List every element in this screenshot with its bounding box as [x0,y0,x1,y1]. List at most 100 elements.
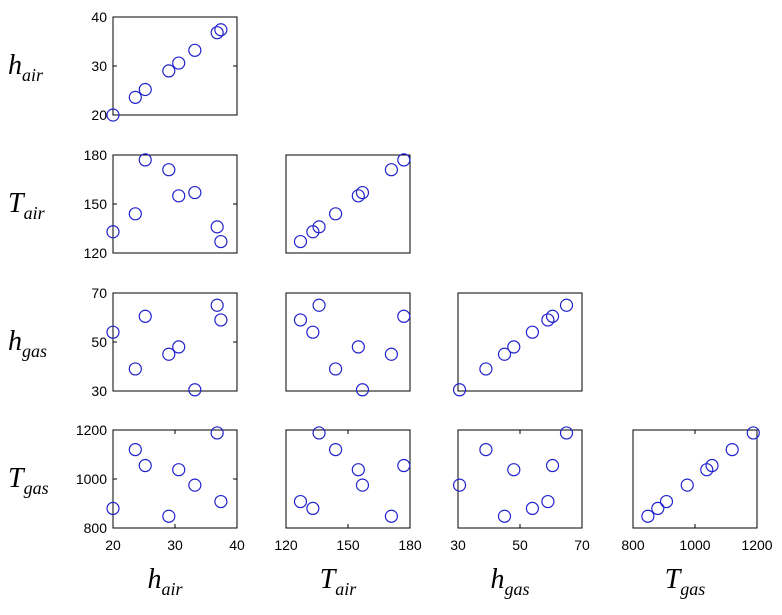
data-point-5 [188,185,202,200]
panel-T_air-vs-h_air: 120 150 180 [84,147,238,261]
panel-frame [112,16,238,116]
data-point-3 [384,163,398,177]
panel-frame [285,292,411,392]
panel-h_gas-vs-T_air [285,292,411,397]
row-label-h_gas-subscript: gas [22,341,47,361]
data-point-4 [351,340,365,354]
data-point-7 [293,234,308,249]
panel-T_gas-vs-h_air: 800 1000 1200 20 30 40 [76,422,245,553]
panel-h_air-vs-h_air: 20 30 40 [91,9,238,123]
y-tick-label: 50 [91,334,107,350]
x-tick-label: 800 [621,537,645,553]
data-point-3 [497,347,512,361]
data-point-1 [329,443,343,457]
data-point-1 [329,362,343,376]
data-point-7 [541,494,555,509]
data-point-7 [293,313,308,327]
data-point-6 [312,220,326,234]
data-point-6 [210,298,224,312]
data-point-2 [138,153,152,167]
data-point-4 [172,463,186,477]
data-point-1 [479,362,493,376]
data-point-0 [651,501,665,515]
data-point-6 [210,220,224,234]
y-tick-label: 120 [84,245,108,261]
row-label-T_gas-subscript: gas [24,478,49,498]
row-label-T_air-subscript: air [24,203,46,223]
x-tick-label: 70 [574,537,590,553]
panel-T_gas-vs-T_air: 120 150 180 [274,426,422,553]
panel-T_air-vs-T_air [285,153,411,254]
row-label-h_gas: hgas [8,326,47,361]
panel-frame [457,292,583,392]
data-point-4 [351,463,365,477]
row-label-T_air: Tair [8,188,46,223]
y-tick-label: 30 [91,383,107,399]
col-label-T_gas-subscript: gas [680,579,705,599]
data-point-2 [138,309,152,323]
data-point-1 [128,207,142,221]
data-point-4 [700,463,714,477]
data-point-4 [507,340,521,354]
y-tick-label: 180 [84,147,108,163]
row-label-T_gas: Tgas [8,463,49,498]
data-point-2 [138,82,152,97]
x-tick-label: 120 [274,537,298,553]
data-point-3 [497,509,512,523]
data-point-3 [162,64,176,78]
data-point-7 [214,494,228,509]
data-point-5 [188,383,202,397]
data-point-2 [545,458,560,473]
data-point-0 [106,108,120,122]
y-tick-label: 150 [84,196,108,212]
data-point-6 [312,426,326,440]
data-point-2 [397,153,411,167]
data-point-0 [306,501,320,515]
x-tick-label: 1200 [741,537,772,553]
col-label-T_air-subscript: air [335,579,357,599]
data-point-5 [452,383,467,397]
y-tick-label: 20 [91,107,107,123]
data-point-6 [559,298,574,312]
x-tick-label: 30 [167,537,183,553]
y-tick-label: 40 [91,9,107,25]
data-point-5 [680,478,694,492]
data-point-0 [106,225,120,239]
data-point-7 [214,23,228,37]
data-point-0 [306,325,320,339]
row-label-h_air-subscript: air [22,65,44,85]
data-point-0 [106,501,120,515]
x-tick-label: 180 [398,537,422,553]
row-label-h_air: hair [8,50,44,85]
x-tick-label: 150 [336,537,360,553]
y-tick-label: 70 [91,285,107,301]
data-point-6 [559,426,574,440]
panel-T_gas-vs-h_gas: 30 50 70 [450,426,590,553]
data-point-4 [351,189,365,203]
panel-h_gas-vs-h_air: 30 50 70 [91,285,238,399]
data-point-2 [138,458,152,473]
data-point-3 [384,509,398,523]
data-point-6 [210,426,224,440]
panel-frame [285,429,411,529]
col-label-h_gas: hgas [490,564,529,599]
data-point-5 [355,185,370,200]
x-tick-label: 20 [105,537,121,553]
data-point-6 [746,426,760,440]
data-point-4 [172,56,186,70]
data-point-5 [452,478,467,492]
data-point-3 [384,347,398,361]
data-point-1 [479,443,493,457]
data-point-4 [172,340,186,354]
data-point-7 [293,494,308,509]
data-point-4 [507,463,521,477]
data-point-6 [312,298,326,312]
col-label-T_gas: Tgas [665,564,706,599]
data-point-1 [329,207,343,221]
data-point-1 [128,362,142,376]
col-label-h_air: hair [147,564,183,599]
data-point-7 [541,313,555,327]
y-tick-label: 1000 [76,471,107,487]
data-point-4 [172,189,186,203]
